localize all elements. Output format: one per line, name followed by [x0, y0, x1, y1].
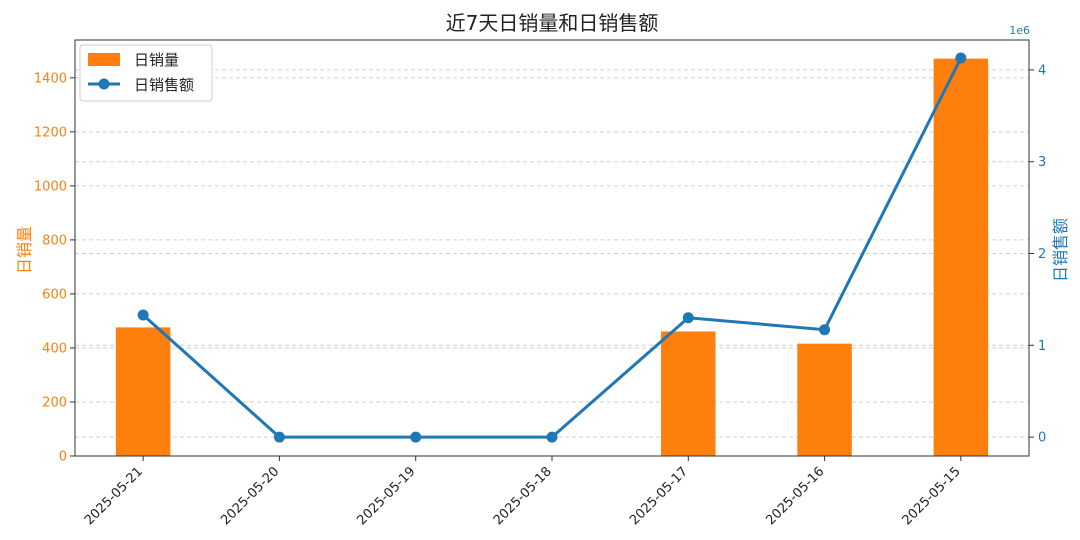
x-tick-label: 2025-05-17 [627, 464, 691, 528]
right-tick-label: 4 [1038, 63, 1046, 78]
line-point [546, 431, 558, 443]
x-tick-label: 2025-05-21 [82, 464, 146, 528]
right-tick-label: 0 [1038, 431, 1046, 446]
right-tick-label: 3 [1038, 155, 1046, 170]
right-axis: 0 1 2 3 4 [1029, 63, 1046, 446]
line-point [137, 309, 149, 321]
x-tick-label: 2025-05-19 [355, 464, 419, 528]
left-tick-label: 200 [42, 395, 67, 410]
left-tick-label: 1000 [34, 179, 67, 194]
right-axis-title: 日销售额 [1051, 218, 1070, 282]
x-tick-label: 2025-05-18 [491, 464, 555, 528]
plot-frame [74, 39, 1030, 457]
bar [933, 58, 989, 456]
line-point [410, 431, 422, 443]
left-tick-label: 800 [42, 233, 67, 248]
right-tick-label: 1 [1038, 339, 1046, 354]
line-point [819, 324, 831, 336]
right-axis-scale-note: 1e6 [1009, 24, 1030, 37]
legend: 日销量 日销售额 [79, 44, 213, 102]
left-axis: 0 200 400 600 800 1000 1200 1400 [34, 71, 75, 465]
line-point [273, 431, 285, 443]
legend-bar-label: 日销量 [134, 51, 179, 69]
x-tick-label: 2025-05-15 [900, 464, 964, 528]
legend-line-marker [98, 78, 110, 90]
left-tick-label: 0 [59, 450, 67, 465]
x-tick-label: 2025-05-20 [218, 464, 282, 528]
line-point [955, 52, 967, 64]
bar [797, 343, 852, 456]
left-tick-label: 600 [42, 287, 67, 302]
legend-line-label: 日销售额 [134, 76, 194, 94]
line-point [682, 312, 694, 324]
x-tick-label: 2025-05-16 [763, 464, 827, 528]
left-tick-label: 1400 [34, 71, 67, 86]
left-tick-label: 400 [42, 341, 67, 356]
legend-bar-swatch [88, 53, 120, 66]
line-series [137, 52, 967, 443]
chart-title: 近7天日销量和日销售额 [446, 11, 659, 35]
left-axis-title: 日销量 [15, 226, 34, 274]
gridlines [75, 69, 1029, 457]
bar [115, 327, 171, 456]
left-tick-label: 1200 [34, 125, 67, 140]
right-tick-label: 2 [1038, 247, 1046, 262]
bar-series [115, 58, 989, 456]
bar [661, 331, 716, 456]
x-axis: 2025-05-21 2025-05-20 2025-05-19 2025-05-18… [82, 456, 964, 528]
